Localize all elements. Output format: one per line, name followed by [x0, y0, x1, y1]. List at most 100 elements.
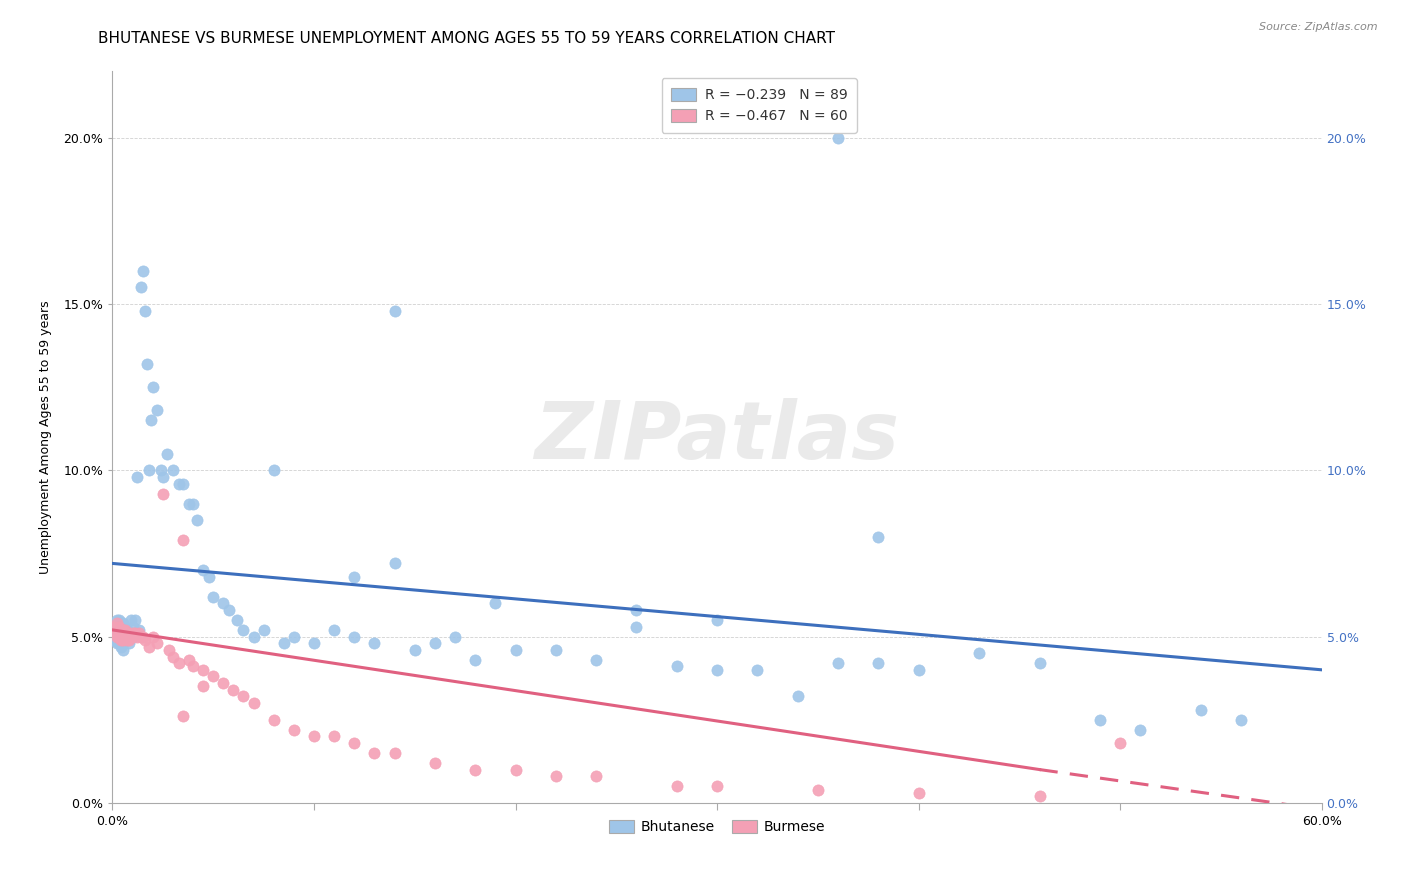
Point: [115, 626, 138, 640]
Point: [107, 630, 129, 644]
Point: [585, 653, 607, 667]
Point: [177, 653, 200, 667]
Point: [107, 619, 129, 633]
Point: [114, 619, 136, 633]
Point: [105, 616, 128, 631]
Point: [218, 603, 240, 617]
Point: [110, 623, 132, 637]
Point: [212, 676, 235, 690]
Point: [191, 563, 214, 577]
Point: [120, 630, 142, 644]
Point: [665, 659, 688, 673]
Point: [1028, 656, 1050, 670]
Point: [505, 643, 527, 657]
Point: [103, 619, 125, 633]
Point: [343, 570, 366, 584]
Point: [107, 613, 129, 627]
Point: [967, 646, 990, 660]
Point: [706, 779, 728, 793]
Point: [1129, 723, 1152, 737]
Point: [172, 533, 194, 548]
Point: [129, 630, 152, 644]
Point: [128, 623, 150, 637]
Point: [186, 513, 208, 527]
Point: [146, 636, 169, 650]
Point: [111, 623, 134, 637]
Point: [222, 682, 245, 697]
Point: [505, 763, 527, 777]
Point: [132, 264, 155, 278]
Point: [120, 626, 142, 640]
Point: [464, 763, 486, 777]
Point: [128, 626, 150, 640]
Point: [111, 630, 134, 644]
Point: [172, 476, 194, 491]
Text: Source: ZipAtlas.com: Source: ZipAtlas.com: [1260, 22, 1378, 32]
Point: [120, 613, 142, 627]
Point: [121, 626, 143, 640]
Point: [1088, 713, 1111, 727]
Point: [162, 463, 184, 477]
Point: [202, 590, 225, 604]
Point: [706, 663, 728, 677]
Point: [343, 736, 366, 750]
Point: [232, 690, 254, 704]
Point: [807, 782, 830, 797]
Point: [1189, 703, 1212, 717]
Point: [253, 623, 276, 637]
Point: [191, 680, 214, 694]
Text: ZIPatlas: ZIPatlas: [534, 398, 900, 476]
Point: [202, 669, 225, 683]
Point: [263, 463, 285, 477]
Point: [868, 656, 890, 670]
Point: [142, 630, 165, 644]
Point: [907, 786, 929, 800]
Point: [142, 380, 165, 394]
Point: [117, 636, 139, 650]
Point: [181, 497, 204, 511]
Point: [111, 643, 134, 657]
Point: [132, 630, 155, 644]
Point: [105, 636, 128, 650]
Point: [121, 619, 143, 633]
Point: [263, 713, 285, 727]
Point: [747, 663, 769, 677]
Point: [103, 626, 125, 640]
Point: [585, 769, 607, 783]
Point: [125, 630, 148, 644]
Point: [1109, 736, 1132, 750]
Point: [111, 616, 134, 631]
Point: [423, 636, 446, 650]
Point: [907, 663, 929, 677]
Point: [103, 632, 125, 647]
Point: [384, 746, 406, 760]
Point: [125, 470, 148, 484]
Point: [484, 596, 506, 610]
Point: [626, 603, 648, 617]
Point: [146, 403, 169, 417]
Point: [626, 619, 648, 633]
Point: [135, 357, 157, 371]
Point: [115, 632, 138, 647]
Point: [149, 463, 172, 477]
Point: [384, 303, 406, 318]
Point: [156, 447, 179, 461]
Point: [423, 756, 446, 770]
Point: [1028, 789, 1050, 804]
Point: [404, 643, 426, 657]
Point: [105, 630, 128, 644]
Y-axis label: Unemployment Among Ages 55 to 59 years: Unemployment Among Ages 55 to 59 years: [39, 301, 52, 574]
Point: [198, 570, 221, 584]
Point: [665, 779, 688, 793]
Point: [157, 643, 180, 657]
Point: [827, 656, 849, 670]
Point: [117, 630, 139, 644]
Point: [138, 463, 160, 477]
Point: [464, 653, 486, 667]
Point: [114, 630, 136, 644]
Point: [191, 663, 214, 677]
Point: [134, 303, 156, 318]
Point: [544, 769, 567, 783]
Point: [226, 613, 249, 627]
Point: [139, 413, 162, 427]
